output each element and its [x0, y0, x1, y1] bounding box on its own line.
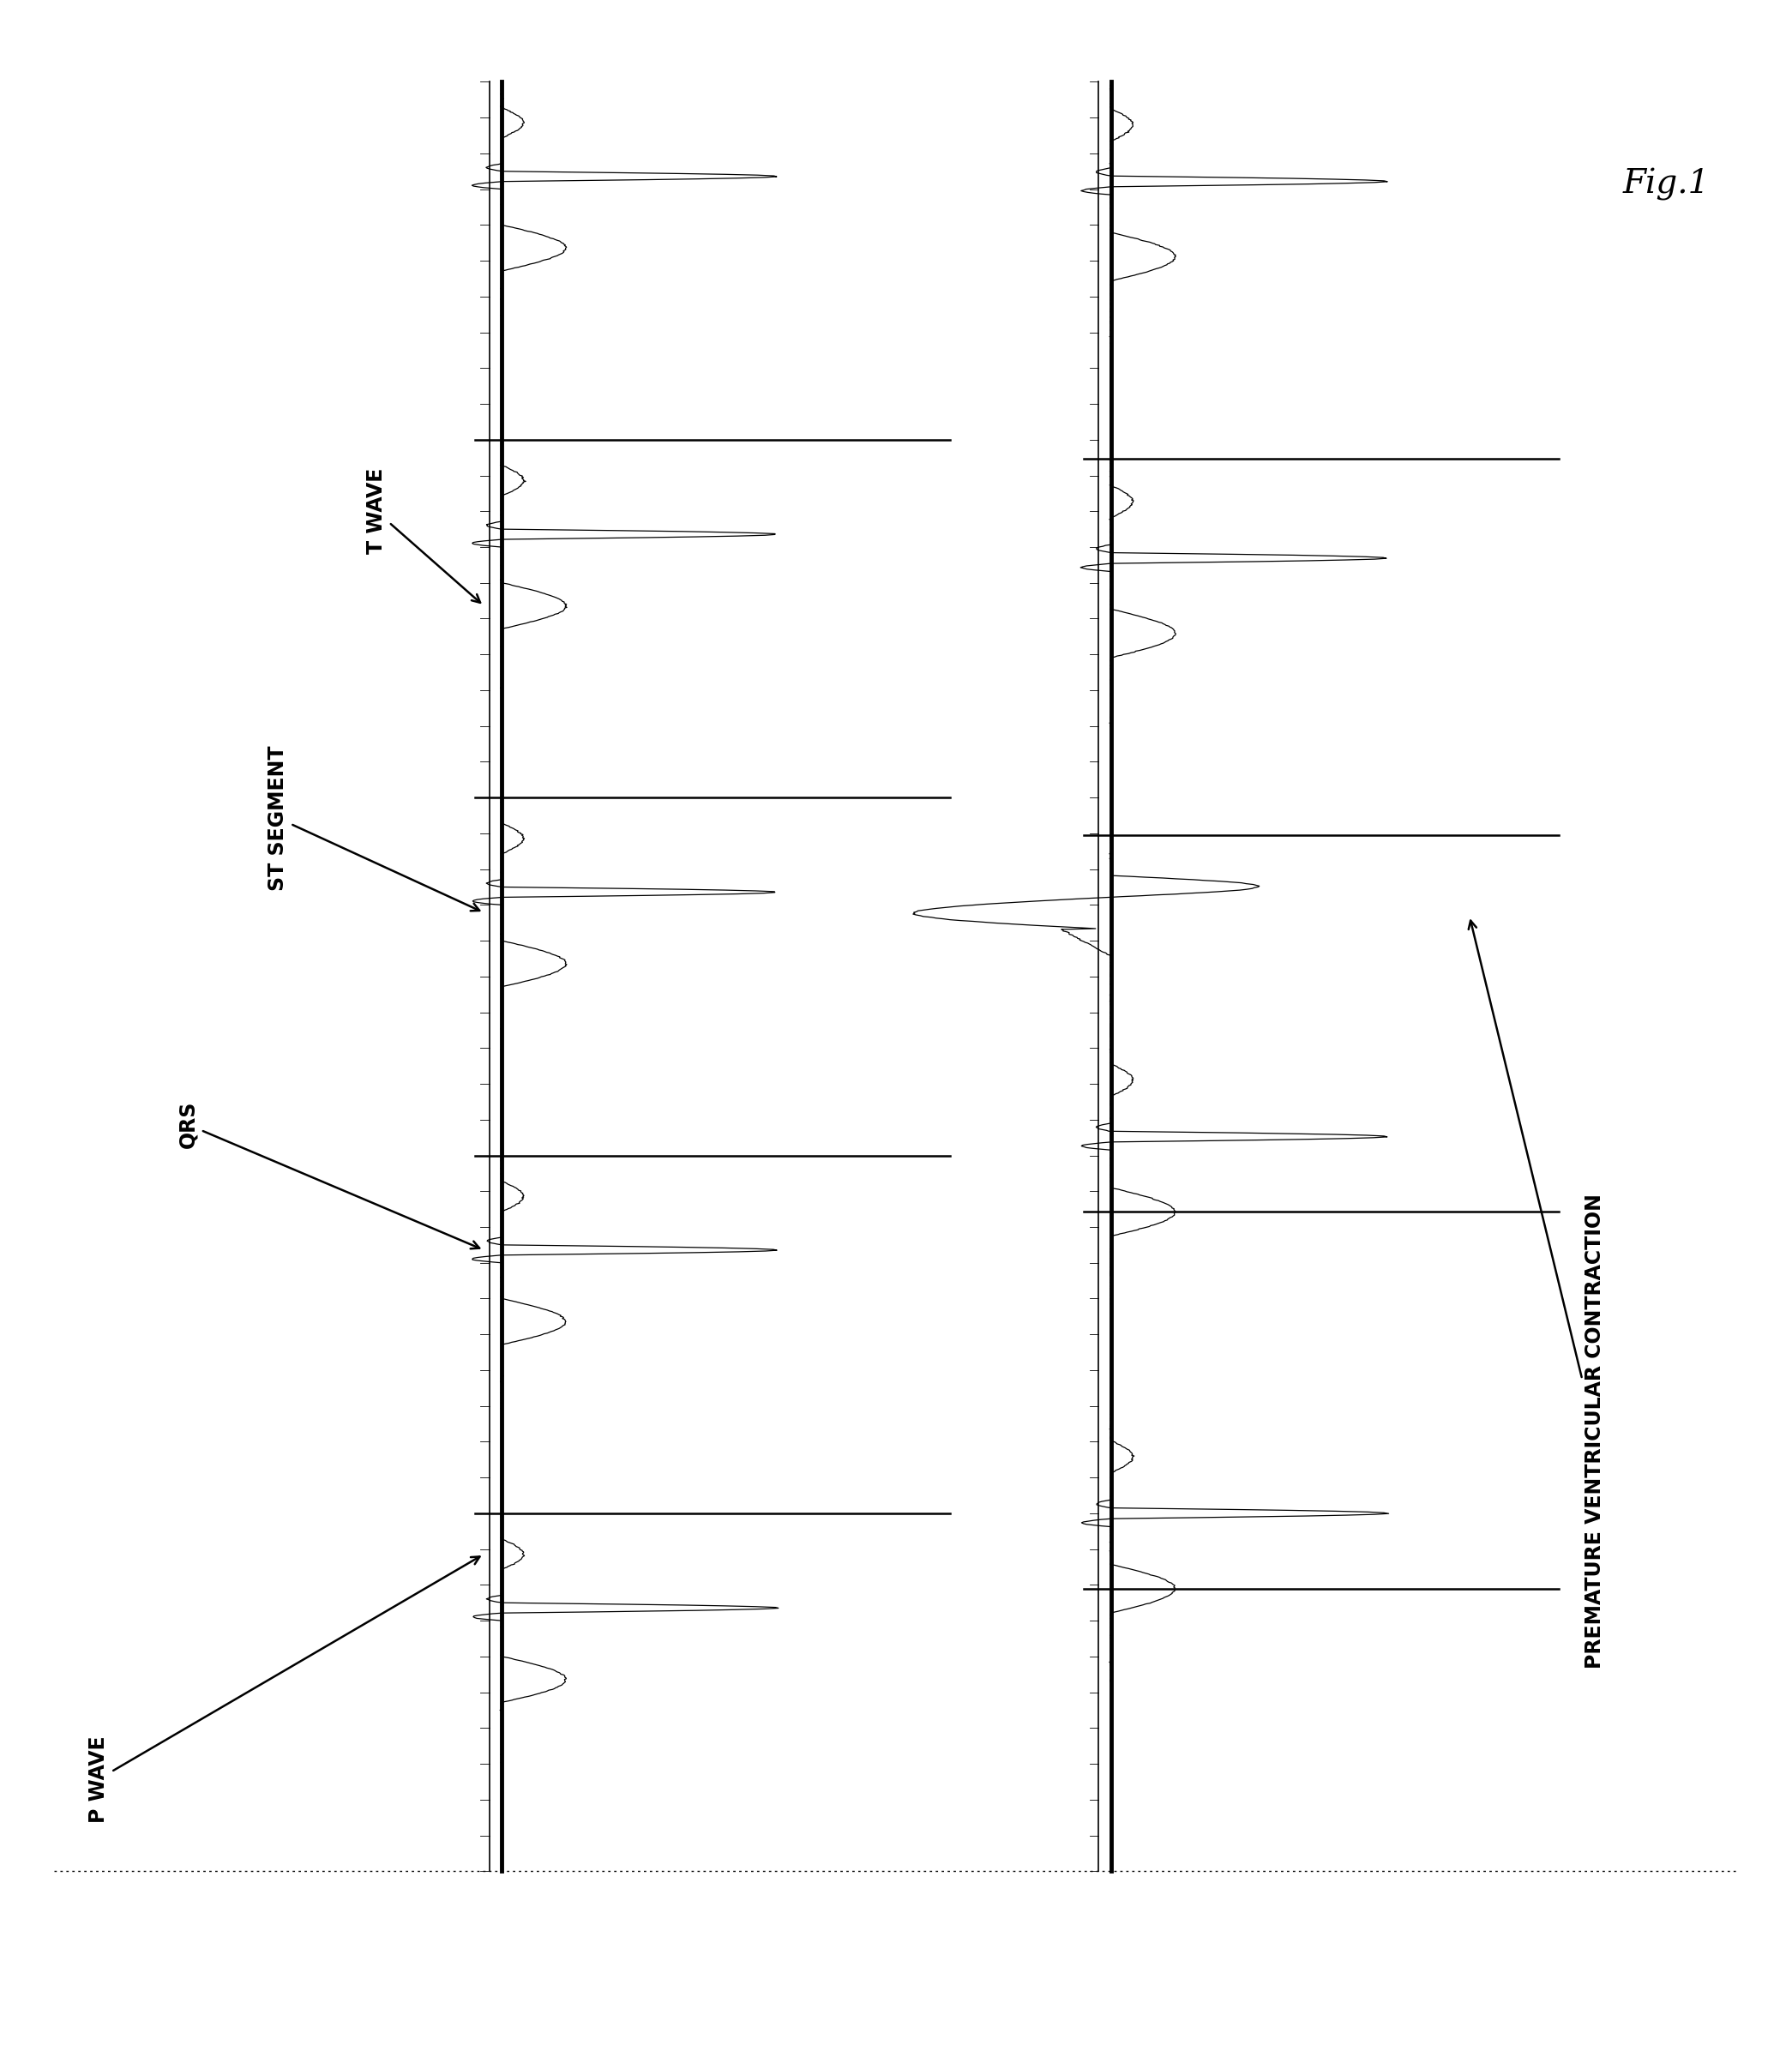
Text: T WAVE: T WAVE — [366, 468, 480, 603]
Text: P WAVE: P WAVE — [88, 1556, 480, 1822]
Text: QRS: QRS — [177, 1100, 480, 1249]
Text: ST SEGMENT: ST SEGMENT — [267, 744, 480, 910]
Text: PREMATURE VENTRICULAR CONTRACTION: PREMATURE VENTRICULAR CONTRACTION — [1469, 920, 1606, 1669]
Text: Fig.1: Fig.1 — [1624, 168, 1710, 200]
